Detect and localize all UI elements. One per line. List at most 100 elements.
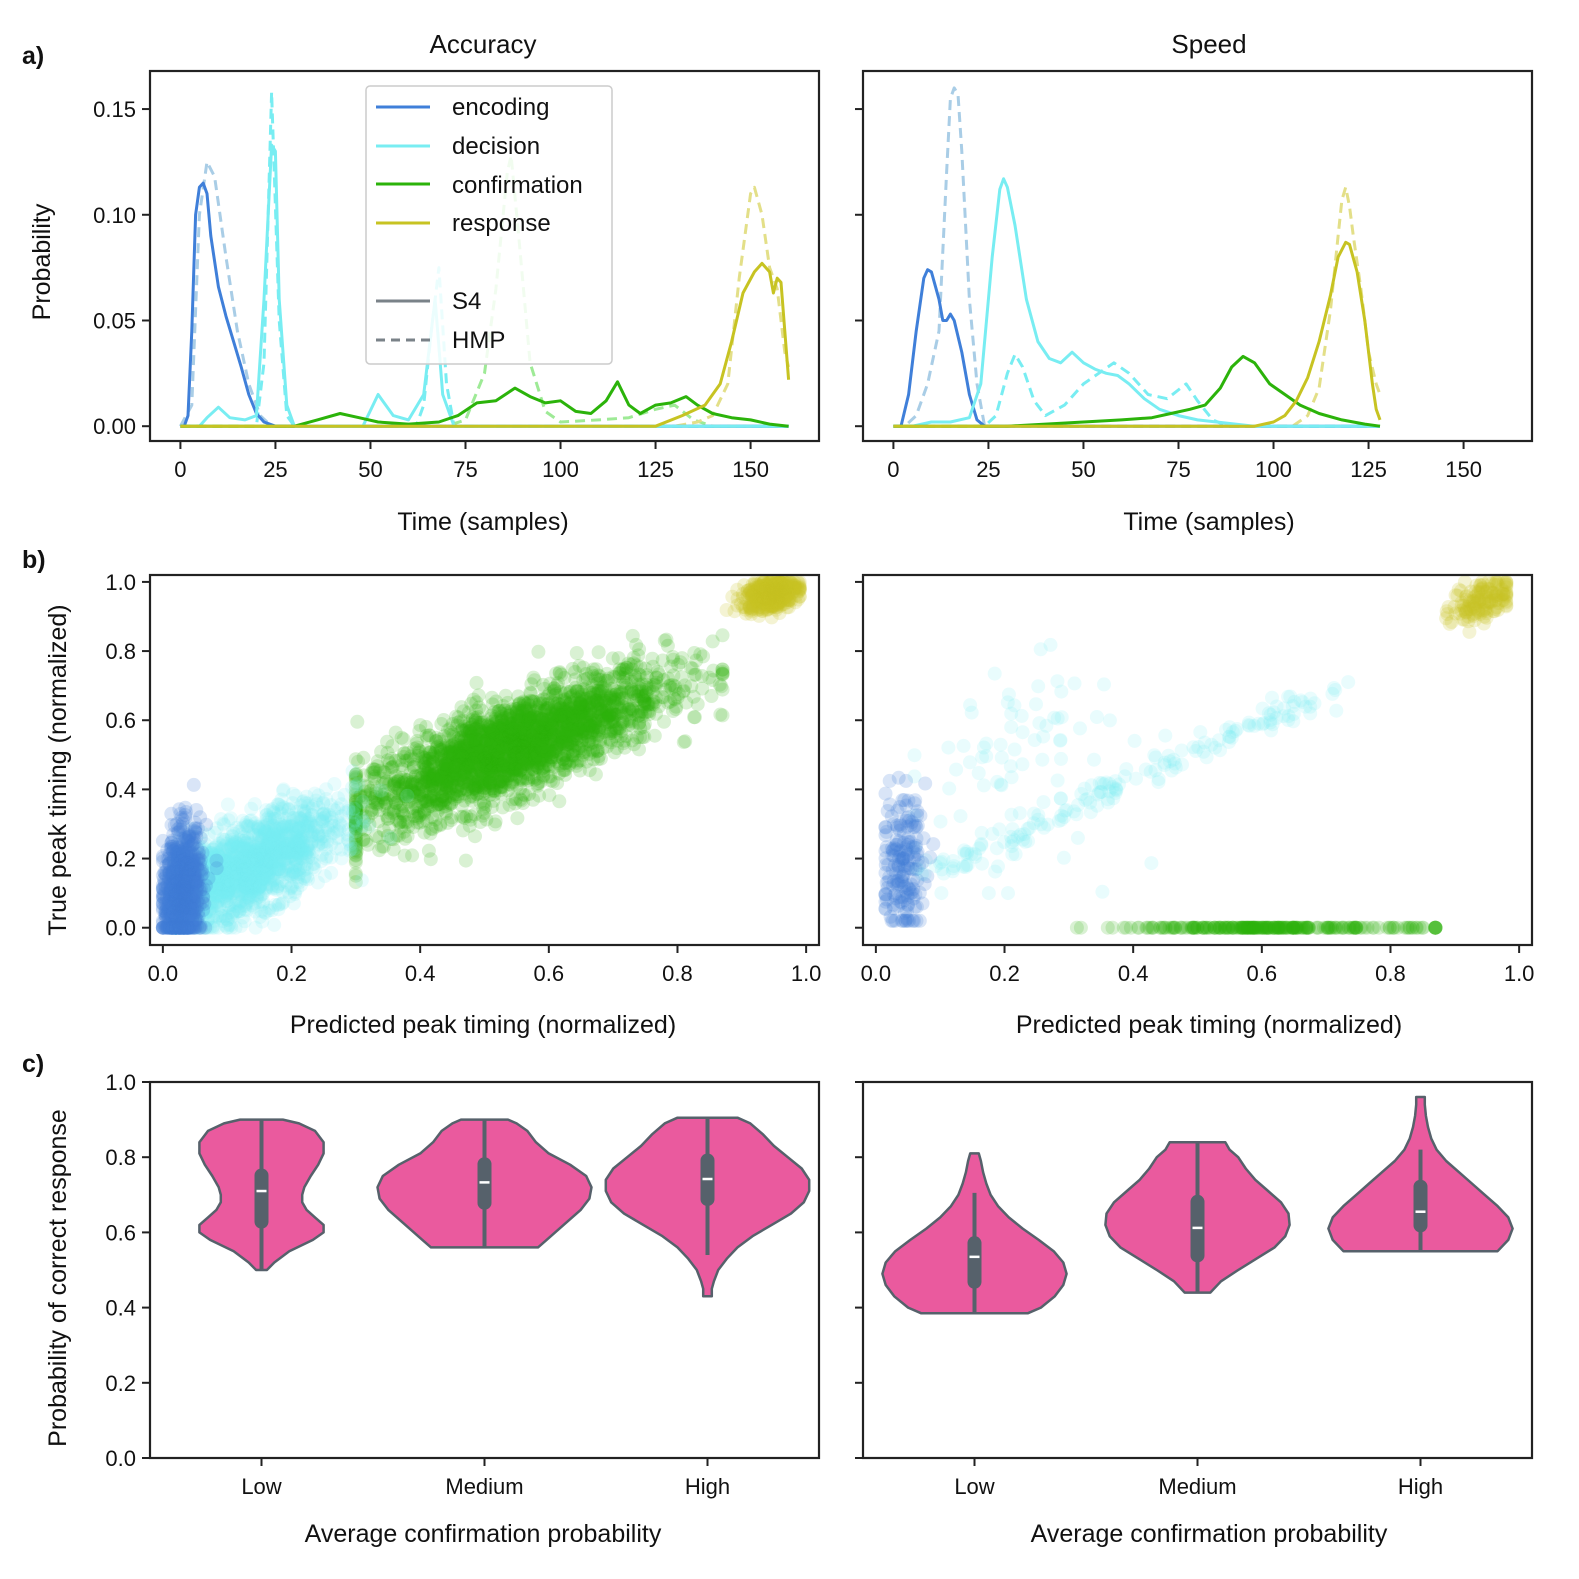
scatter-point-confirmation <box>576 730 591 745</box>
scatter-point-confirmation <box>427 767 442 782</box>
scatter-point-confirmation <box>519 721 534 736</box>
scatter-point-confirmation <box>624 674 639 689</box>
scatter-point-confirmation <box>521 767 536 781</box>
scatter-point-confirmation <box>448 757 463 772</box>
scatter-point-confirmation <box>619 660 634 675</box>
scatter-point-confirmation <box>629 693 644 707</box>
scatter-point-confirmation <box>532 738 547 753</box>
scatter-point-confirmation <box>564 706 579 721</box>
scatter-point-confirmation <box>468 782 483 797</box>
scatter-point-confirmation <box>532 713 547 728</box>
scatter-point-confirmation <box>539 703 554 718</box>
scatter-point-confirmation <box>615 699 630 714</box>
scatter-point-confirmation <box>472 786 487 801</box>
scatter-point-confirmation <box>380 753 395 768</box>
scatter-point-confirmation <box>662 679 677 694</box>
scatter-point-decision <box>265 810 280 825</box>
scatter-point-confirmation <box>422 751 437 766</box>
scatter-point-confirmation <box>563 701 578 716</box>
scatter-point-confirmation <box>417 758 432 773</box>
scatter-point-confirmation <box>650 664 665 679</box>
scatter-point-confirmation <box>521 709 536 724</box>
scatter-point-confirmation <box>412 744 427 759</box>
scatter-point-confirmation <box>524 734 539 749</box>
scatter-point-confirmation <box>444 725 459 740</box>
scatter-point-confirmation <box>437 786 452 801</box>
scatter-point-confirmation <box>459 750 474 765</box>
scatter-point-confirmation <box>546 718 561 732</box>
scatter-point-confirmation <box>520 737 535 752</box>
scatter-point-confirmation <box>522 744 537 759</box>
title-speed: Speed <box>1171 29 1246 59</box>
scatter-point-confirmation <box>472 700 487 715</box>
scatter-point-confirmation <box>505 727 520 742</box>
scatter-point-confirmation <box>468 829 482 844</box>
scatter-point-confirmation <box>572 690 586 705</box>
scatter-point-confirmation <box>664 659 679 674</box>
scatter-point-confirmation <box>348 829 363 844</box>
ytick-label: 0.2 <box>105 847 136 872</box>
scatter-point-confirmation <box>547 681 562 696</box>
scatter-point-confirmation <box>453 756 468 770</box>
scatter-point-confirmation <box>604 735 618 750</box>
scatter-point-encoding <box>209 861 224 876</box>
scatter-point-confirmation <box>592 684 607 699</box>
scatter-point-decision <box>291 870 306 885</box>
scatter-point-confirmation <box>562 735 577 750</box>
scatter-point-confirmation <box>537 726 552 741</box>
scatter-point-confirmation <box>573 690 588 705</box>
scatter-point-confirmation <box>527 713 542 727</box>
scatter-point-confirmation <box>380 802 395 817</box>
scatter-point-confirmation <box>348 825 363 840</box>
scatter-point-confirmation <box>492 725 507 740</box>
scatter-point-confirmation <box>606 669 621 684</box>
scatter-point-confirmation <box>564 736 579 751</box>
scatter-point-confirmation <box>507 766 522 781</box>
scatter-point-confirmation <box>412 808 427 823</box>
scatter-point-confirmation <box>414 777 429 792</box>
scatter-point-confirmation <box>576 747 591 762</box>
scatter-point-confirmation <box>597 702 612 717</box>
scatter-point-confirmation <box>425 810 440 824</box>
scatter-point-confirmation <box>409 798 424 813</box>
scatter-point-confirmation <box>496 734 510 749</box>
scatter-point-confirmation <box>469 695 484 710</box>
scatter-point-confirmation <box>526 713 541 728</box>
scatter-point-confirmation <box>528 718 543 733</box>
scatter-point-confirmation <box>568 680 583 695</box>
scatter-point-confirmation <box>429 798 444 813</box>
scatter-point-confirmation <box>447 760 462 775</box>
scatter-point-confirmation <box>578 672 593 687</box>
scatter-point-confirmation <box>349 843 364 858</box>
scatter-point-confirmation <box>619 670 634 685</box>
scatter-point-confirmation <box>476 768 491 783</box>
scatter-point-confirmation <box>434 756 449 771</box>
scatter-point-confirmation <box>411 781 426 796</box>
scatter-point-confirmation <box>437 764 452 779</box>
scatter-point-confirmation <box>476 778 490 793</box>
scatter-point-confirmation <box>400 829 415 844</box>
scatter-point-confirmation <box>532 723 547 738</box>
scatter-point-confirmation <box>478 750 493 765</box>
scatter-point-confirmation <box>499 728 514 743</box>
scatter-point-confirmation <box>466 772 481 787</box>
scatter-point-confirmation <box>488 814 503 829</box>
scatter-point-confirmation <box>534 744 549 759</box>
scatter-point-confirmation <box>590 695 605 710</box>
scatter-point-confirmation <box>573 703 588 718</box>
scatter-point-confirmation <box>660 638 675 653</box>
scatter-point-confirmation <box>483 736 498 751</box>
scatter-point-confirmation <box>539 700 554 715</box>
scatter-point-confirmation <box>558 712 572 727</box>
scatter-point-confirmation <box>420 753 434 768</box>
scatter-point-confirmation <box>668 702 683 717</box>
scatter-point-confirmation <box>502 730 516 745</box>
scatter-point-confirmation <box>467 735 482 750</box>
scatter-point-confirmation <box>498 736 513 751</box>
scatter-point-confirmation <box>568 672 583 687</box>
scatter-point-confirmation <box>424 781 439 796</box>
title-accuracy: Accuracy <box>430 29 537 59</box>
scatter-point-confirmation <box>392 803 407 818</box>
scatter-point-confirmation <box>348 840 363 855</box>
scatter-point-confirmation <box>433 743 448 757</box>
